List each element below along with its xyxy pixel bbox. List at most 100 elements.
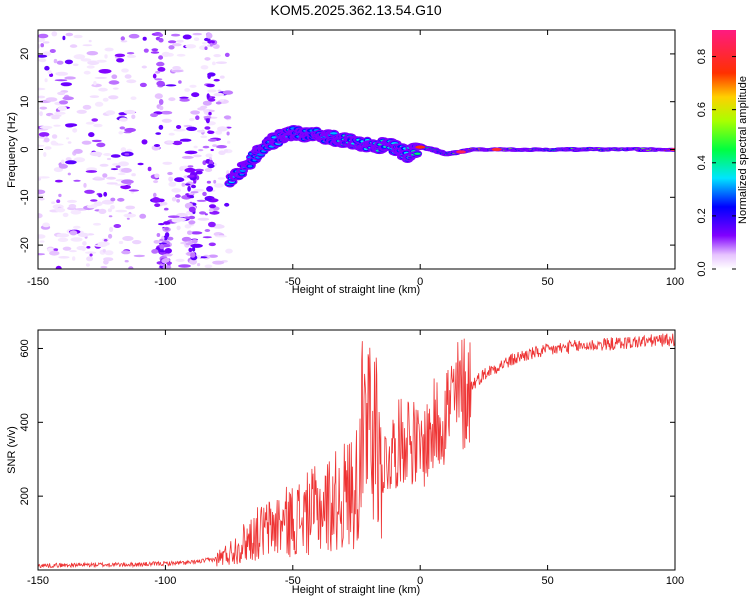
noise-blob xyxy=(159,201,168,206)
noise-blob xyxy=(53,167,64,173)
noise-blob xyxy=(56,207,66,213)
noise-blob xyxy=(125,205,136,210)
trace-core xyxy=(330,132,338,135)
noise-blob xyxy=(54,111,66,115)
noise-blob xyxy=(162,161,173,165)
noise-blob xyxy=(226,131,230,136)
noise-blob xyxy=(184,150,198,155)
noise-blob xyxy=(121,250,131,255)
snr-x-tick-label: -50 xyxy=(285,575,301,587)
colorbar-tick-label: 0.4 xyxy=(696,155,708,170)
noise-blob xyxy=(85,251,97,254)
streak-blob xyxy=(208,242,216,247)
noise-blob xyxy=(86,167,98,171)
streak-blob xyxy=(207,40,216,44)
noise-blob xyxy=(224,52,230,58)
noise-blob xyxy=(143,48,149,53)
noise-blob xyxy=(217,126,228,132)
noise-blob xyxy=(89,253,93,257)
noise-blob xyxy=(126,54,137,58)
snr-y-axis-label: SNR (v/v) xyxy=(6,426,18,474)
noise-blob xyxy=(65,160,77,165)
noise-blob xyxy=(58,255,70,259)
streak-blob xyxy=(191,239,198,244)
noise-blob xyxy=(141,65,147,69)
streak-blob xyxy=(191,184,196,189)
snr-panel: -150 -100 -50 0 50 100 200 400 600 Height of str… xyxy=(6,329,684,596)
noise-blob xyxy=(94,101,104,107)
noise-blob xyxy=(181,182,186,187)
noise-blob xyxy=(126,217,130,220)
noise-blob xyxy=(47,70,52,75)
noise-blob xyxy=(131,114,136,120)
noise-blob xyxy=(193,188,205,192)
noise-blob xyxy=(101,199,114,205)
colorbar-label: Normalized spectral amplitude xyxy=(737,76,749,224)
noise-blob xyxy=(212,224,225,229)
noise-blob xyxy=(93,81,97,86)
noise-blob xyxy=(94,176,102,179)
noise-blob xyxy=(139,213,147,219)
noise-blob xyxy=(204,264,213,269)
spectrogram-x-tick-label: -50 xyxy=(285,276,301,288)
noise-blob xyxy=(124,74,132,79)
noise-blob xyxy=(44,146,52,150)
noise-blob xyxy=(181,155,194,159)
noise-blob xyxy=(161,118,172,123)
noise-blob xyxy=(167,215,180,218)
snr-series-line xyxy=(38,333,675,569)
noise-blob xyxy=(200,135,208,139)
noise-blob xyxy=(73,225,81,229)
noise-blob xyxy=(118,161,129,167)
streak-blob xyxy=(158,124,164,130)
noise-blob xyxy=(118,131,124,135)
noise-blob xyxy=(70,210,82,215)
streak-blob xyxy=(208,98,216,102)
noise-blob xyxy=(184,88,191,92)
noise-blob xyxy=(168,176,174,182)
streak-blob xyxy=(164,248,172,254)
colorbar-tick-label: 0.2 xyxy=(696,208,708,223)
noise-blob xyxy=(88,39,92,43)
noise-blob xyxy=(93,123,103,128)
noise-blob xyxy=(73,54,86,60)
streak-blob xyxy=(205,198,212,201)
noise-blob xyxy=(39,106,48,110)
noise-blob xyxy=(42,41,50,44)
streak-blob xyxy=(150,113,158,118)
noise-blob xyxy=(126,213,132,217)
noise-blob xyxy=(117,172,126,176)
noise-blob xyxy=(174,177,185,183)
noise-blob xyxy=(120,40,128,43)
noise-blob xyxy=(89,151,103,157)
noise-blob xyxy=(38,87,46,91)
snr-x-tick-label: 0 xyxy=(417,575,423,587)
noise-blob xyxy=(193,145,198,149)
noise-blob xyxy=(108,95,119,100)
snr-y-tick-label: 200 xyxy=(19,487,31,505)
streak-blob xyxy=(159,105,164,111)
spectrogram-x-tick-label: 50 xyxy=(541,276,553,288)
noise-blob xyxy=(38,33,49,39)
noise-blob xyxy=(102,97,109,102)
noise-blob xyxy=(98,69,112,74)
noise-blob xyxy=(42,222,50,228)
streak-blob xyxy=(188,192,196,195)
noise-blob xyxy=(215,61,227,64)
noise-blob xyxy=(189,117,195,122)
streak-blob xyxy=(206,83,215,88)
streak-blob xyxy=(187,230,193,235)
noise-blob xyxy=(178,264,191,268)
trace-peak xyxy=(456,150,466,154)
noise-blob xyxy=(168,45,175,50)
streak-blob xyxy=(187,174,195,178)
noise-blob xyxy=(102,248,106,253)
trace-peak xyxy=(415,145,426,149)
noise-blob xyxy=(212,260,225,265)
noise-blob xyxy=(202,236,212,239)
noise-blob xyxy=(179,166,184,172)
noise-blob xyxy=(80,58,92,62)
noise-blob xyxy=(72,128,78,133)
noise-blob xyxy=(57,106,67,111)
noise-blob xyxy=(116,58,125,63)
